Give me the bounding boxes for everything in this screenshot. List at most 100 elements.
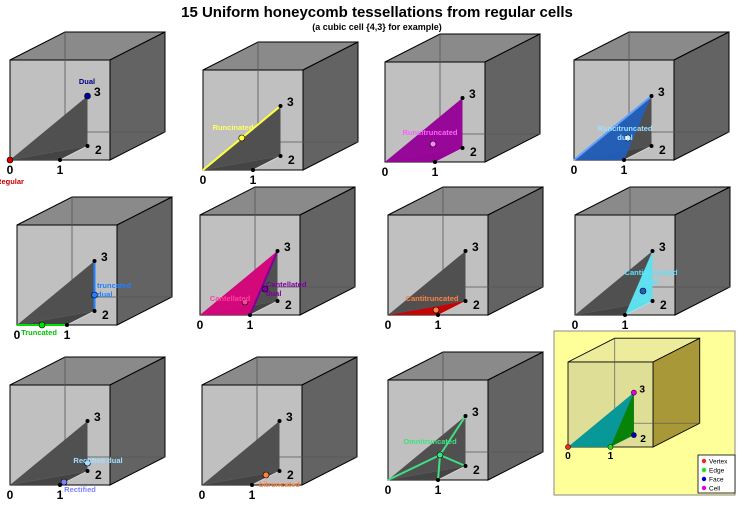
tetra-edge	[66, 310, 95, 326]
vertex-label: 1	[608, 451, 614, 462]
vertex-label: 0	[382, 165, 389, 179]
fundamental-tetrahedron	[202, 421, 280, 485]
highlight-point	[238, 134, 246, 142]
highlight-point	[60, 478, 68, 486]
tetra-edge	[59, 145, 88, 161]
highlight-point	[6, 156, 14, 164]
vertex-label: 2	[470, 145, 477, 159]
cube-panel: 0 1 2 3 Rectified dual Rectified	[7, 356, 166, 502]
tetra-edge	[252, 155, 281, 171]
legend-swatch	[701, 467, 707, 473]
vertex-dot	[248, 313, 252, 317]
vertex-label: 0	[200, 173, 207, 187]
vertex-dot	[275, 249, 280, 253]
vertex-label: 3	[101, 250, 108, 264]
vertex-dot	[463, 464, 468, 468]
highlight-edge	[439, 454, 466, 467]
vertex-label: 0	[7, 163, 14, 177]
vertex-label: 0	[14, 328, 21, 342]
highlight-point	[38, 321, 46, 329]
cube-panel: 0 1 2 3	[565, 337, 701, 462]
highlight-point	[241, 298, 249, 306]
fundamental-tetrahedron	[10, 146, 88, 160]
highlight-edge	[387, 454, 441, 481]
vertex-label: 3	[659, 240, 666, 254]
legend-label: Face	[709, 477, 724, 484]
highlight-point	[639, 287, 647, 295]
cell-label: Truncated	[21, 328, 57, 337]
tetra-edge	[623, 145, 652, 161]
tetra-edge	[437, 465, 466, 481]
vertex-label: 0	[571, 163, 578, 177]
fundamental-tetrahedron	[203, 156, 281, 170]
legend-swatch	[701, 458, 707, 464]
cell-label: bitruncated	[259, 480, 300, 489]
cell-label: Cantitruncated	[625, 268, 678, 277]
vertex-dot	[278, 104, 283, 108]
highlight-point	[631, 432, 637, 438]
subtitle: (a cubic cell {4,3} for example)	[312, 22, 442, 32]
cube-panel: 0 1 2 3 Runcitruncated	[382, 33, 541, 179]
vertex-label: 2	[287, 468, 294, 482]
cell-label: dual	[617, 133, 632, 142]
vertex-dot	[85, 144, 90, 148]
vertex-dot	[58, 483, 62, 487]
cube-panel: 0 1 2 3 bitruncated	[199, 356, 358, 502]
vertex-label: 2	[285, 298, 292, 312]
fundamental-tetrahedron	[17, 261, 95, 325]
highlight-face	[200, 251, 278, 315]
vertex-label: 3	[284, 240, 291, 254]
cell-label: Runcinated	[213, 123, 254, 132]
highlight-point	[607, 444, 614, 450]
vertex-dot	[278, 154, 283, 158]
vertex-dot	[463, 414, 468, 418]
highlight-point	[565, 444, 571, 450]
highlight-point	[84, 92, 91, 100]
vertex-label: 2	[660, 298, 667, 312]
vertex-dot	[650, 249, 655, 253]
vertex-label: 3	[286, 410, 293, 424]
vertex-label: 2	[95, 143, 102, 157]
vertex-dot	[463, 249, 468, 253]
cell-label: dual	[643, 277, 658, 286]
vertex-label: 1	[621, 163, 628, 177]
vertex-label: 1	[249, 488, 256, 502]
fundamental-tetrahedron	[10, 96, 88, 160]
vertex-dot	[460, 96, 465, 100]
vertex-label: 3	[472, 405, 479, 419]
cell-label: Rectified	[64, 485, 96, 494]
vertex-dot	[275, 299, 280, 303]
vertex-label: 2	[640, 434, 646, 445]
vertex-label: 2	[659, 143, 666, 157]
fundamental-tetrahedron	[388, 416, 466, 480]
cube-panel: 0 1 2 3 Runcinated	[200, 41, 359, 187]
cell-label: Rectified dual	[73, 456, 122, 465]
cell-label: dual	[266, 289, 281, 298]
vertex-label: 1	[432, 165, 439, 179]
vertex-dot	[650, 299, 655, 303]
vertex-dot	[649, 94, 654, 98]
vertex-label: 3	[94, 85, 101, 99]
vertex-label: 1	[247, 318, 254, 332]
fundamental-tetrahedron	[17, 311, 95, 325]
vertex-dot	[92, 259, 97, 263]
vertex-dot	[649, 144, 654, 148]
legend-swatch	[701, 485, 707, 491]
vertex-label: 2	[473, 463, 480, 477]
vertex-dot	[65, 323, 69, 327]
highlight-edge	[439, 415, 467, 456]
highlight-point	[91, 291, 98, 299]
cell-label: Regular	[0, 177, 24, 186]
cell-label: truncated	[97, 281, 132, 290]
legend-label: Vertex	[709, 459, 728, 466]
vertex-label: 1	[64, 328, 71, 342]
vertex-dot	[623, 313, 627, 317]
legend-swatch	[701, 476, 707, 482]
highlight-point	[432, 306, 440, 314]
vertex-label: 2	[288, 153, 295, 167]
vertex-label: 0	[565, 451, 571, 462]
vertex-label: 0	[572, 318, 579, 332]
highlight-edge	[437, 454, 441, 481]
